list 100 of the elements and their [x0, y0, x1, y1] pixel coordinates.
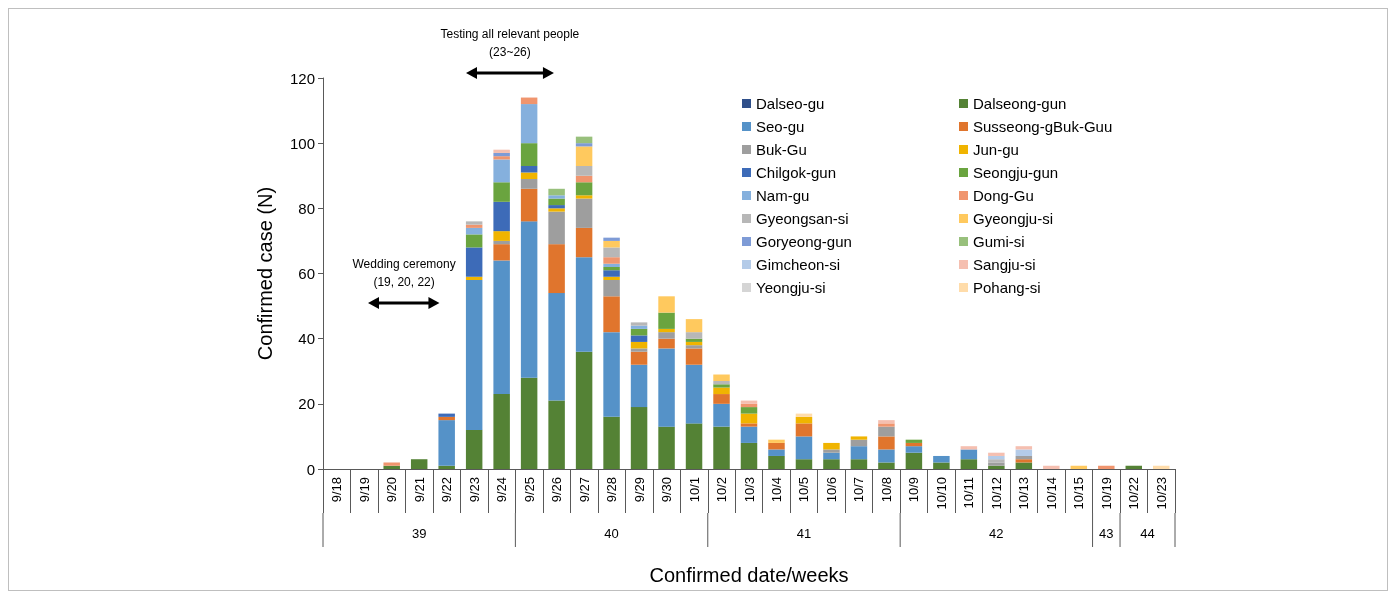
- bar: [493, 159, 510, 183]
- text: Testing all relevant people (23~26): [440, 27, 580, 60]
- bar: [630, 348, 648, 352]
- text: 42: [989, 525, 1004, 541]
- bar: [630, 341, 648, 349]
- bar: [658, 332, 675, 339]
- bar: [685, 364, 703, 424]
- bar: [740, 442, 758, 469]
- bar: [548, 293, 565, 401]
- bar: [575, 182, 593, 196]
- x-tick-label: 10/8: [878, 477, 894, 503]
- x-tick-label: 10/22: [1126, 477, 1142, 510]
- bar: [850, 436, 868, 440]
- bar: [933, 462, 950, 469]
- legend-label: Dong-Gu: [973, 187, 1034, 204]
- bar: [603, 263, 620, 267]
- x-tick-label: 9/18: [329, 477, 345, 503]
- text: 41: [796, 525, 812, 541]
- bar: [520, 165, 538, 173]
- bar: [438, 413, 455, 417]
- bar: [438, 416, 455, 421]
- bar: [410, 459, 428, 469]
- bar: [548, 188, 565, 196]
- legend-label: Goryeong-gun: [756, 233, 852, 250]
- annotation: Wedding ceremony (19, 20, 22): [352, 256, 456, 289]
- bar: [520, 179, 538, 189]
- x-tick-label: 9/29: [631, 477, 647, 503]
- bar: [465, 234, 483, 248]
- bar: [658, 296, 675, 313]
- bar: [630, 328, 648, 336]
- legend-label: Dalseong-gun: [973, 95, 1067, 112]
- bar: [878, 426, 895, 437]
- bar: [905, 446, 923, 453]
- bar: [960, 449, 978, 460]
- bar: [603, 237, 620, 241]
- x-tick-label: 10/10: [933, 477, 949, 510]
- bar: [988, 455, 1005, 460]
- x-tick-label: 9/30: [659, 477, 675, 503]
- bar: [850, 446, 868, 460]
- x-tick-label: 10/1: [686, 477, 702, 503]
- text: 40: [604, 525, 619, 541]
- legend-label: Gimcheon-si: [756, 256, 841, 273]
- x-tick-label: 9/21: [411, 477, 427, 503]
- bar: [575, 227, 593, 258]
- x-tick-label: 9/27: [576, 477, 592, 503]
- bar: [603, 332, 620, 417]
- bar: [768, 455, 785, 469]
- x-axis-title: Confirmed date/weeks: [649, 564, 849, 586]
- y-tick-label: 80: [298, 199, 315, 217]
- x-tick-label: 10/6: [823, 477, 839, 503]
- bar: [823, 452, 840, 460]
- bar: [878, 436, 895, 450]
- bar: [685, 348, 703, 365]
- bar: [493, 240, 510, 245]
- bar: [575, 165, 593, 176]
- bar: [465, 247, 483, 277]
- bar: [575, 146, 593, 166]
- bar: [630, 351, 648, 365]
- bar: [1015, 449, 1033, 456]
- legend-label: Buk-Gu: [756, 141, 807, 158]
- bar: [493, 244, 510, 261]
- bar: [630, 407, 648, 469]
- bar: [960, 459, 978, 469]
- y-axis-title: Confirmed case (N): [254, 186, 276, 361]
- bar: [603, 240, 620, 248]
- bar: [658, 338, 675, 349]
- bar: [493, 152, 510, 157]
- bar: [850, 459, 868, 469]
- x-tick-label: 10/2: [714, 477, 730, 503]
- bar: [795, 436, 813, 460]
- text: 44: [1140, 525, 1155, 541]
- legend-label: Susseong-gBuk-Guu: [973, 118, 1113, 135]
- bar: [520, 188, 538, 222]
- x-tick-label: 9/23: [466, 477, 482, 503]
- bar: [823, 459, 840, 469]
- bar: [603, 247, 620, 258]
- x-tick-label: 9/22: [439, 477, 455, 503]
- bar: [520, 172, 538, 180]
- bar: [740, 407, 758, 414]
- bar: [575, 136, 593, 144]
- x-tick-label: 10/3: [741, 477, 757, 503]
- bar: [465, 429, 483, 469]
- y-tick-label: 100: [289, 134, 315, 152]
- bar: [575, 257, 593, 352]
- x-tick-label: 9/24: [494, 477, 510, 503]
- bar: [768, 449, 785, 456]
- bar: [795, 416, 813, 424]
- bar: [768, 442, 785, 450]
- bar: [493, 201, 510, 232]
- x-tick-label: 10/9: [906, 477, 922, 503]
- bar: [768, 439, 785, 443]
- bar: [520, 97, 538, 105]
- bar: [603, 257, 620, 264]
- bar: [988, 452, 1005, 456]
- bar: [493, 231, 510, 241]
- bar: [548, 198, 565, 206]
- legend-label: Seo-gu: [756, 118, 805, 135]
- bar: [520, 377, 538, 469]
- bar: [878, 449, 895, 463]
- x-tick-label: 10/23: [1153, 477, 1169, 510]
